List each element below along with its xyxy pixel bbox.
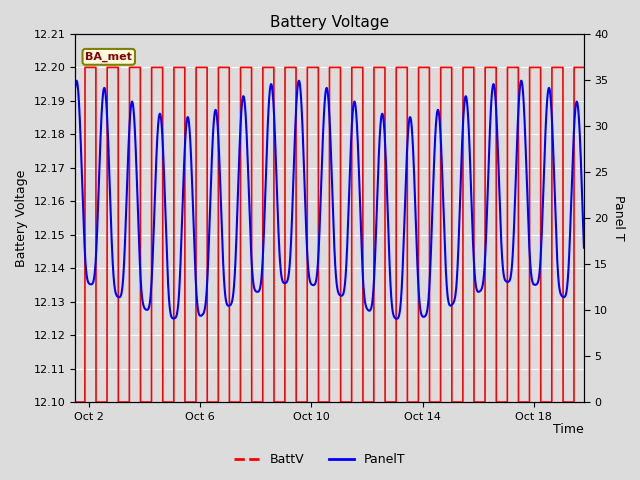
Legend: BattV, PanelT: BattV, PanelT <box>229 448 411 471</box>
Title: Battery Voltage: Battery Voltage <box>270 15 389 30</box>
Y-axis label: Battery Voltage: Battery Voltage <box>15 169 28 267</box>
X-axis label: Time: Time <box>553 423 584 436</box>
Text: BA_met: BA_met <box>85 52 132 62</box>
Y-axis label: Panel T: Panel T <box>612 195 625 241</box>
